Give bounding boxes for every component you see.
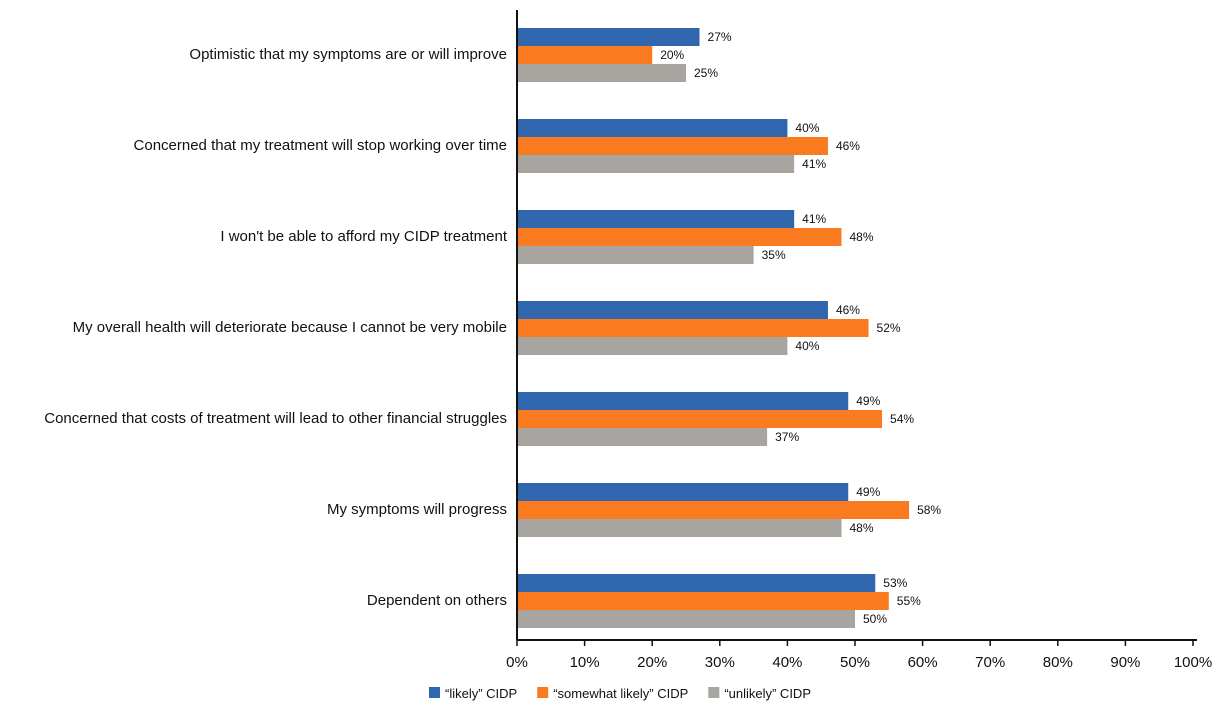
data-label: 35% — [762, 248, 786, 262]
legend-swatch — [428, 687, 440, 698]
bar — [517, 319, 869, 337]
bar — [517, 574, 876, 592]
category-labels: Optimistic that my symptoms are or will … — [44, 46, 508, 609]
x-tick-label: 90% — [1110, 654, 1140, 671]
data-label: 49% — [856, 394, 880, 408]
legend: “likely” CIDP “somewhat likely” CIDP “unli… — [428, 686, 811, 701]
bar — [517, 119, 788, 137]
category-label: Concerned that my treatment will stop wo… — [134, 137, 507, 154]
bar — [517, 392, 849, 410]
x-tick-label: 10% — [570, 654, 600, 671]
data-label: 25% — [694, 66, 718, 80]
legend-label: “unlikely” CIDP — [724, 686, 811, 701]
data-label: 20% — [660, 48, 684, 62]
legend-swatch — [708, 687, 720, 698]
x-tick-label: 100% — [1174, 654, 1212, 671]
data-label: 48% — [849, 521, 873, 535]
bar — [517, 64, 686, 82]
x-tick-label: 60% — [908, 654, 938, 671]
data-label: 40% — [795, 339, 819, 353]
x-tick-label: 70% — [975, 654, 1005, 671]
bars-group: 27% 20% 25% 40% 46% 41% 41% 48% 35% 46% 52% 40% 49% 5… — [517, 28, 941, 628]
data-label: 27% — [708, 30, 732, 44]
category-label: Concerned that costs of treatment will l… — [44, 410, 507, 427]
bar — [517, 301, 828, 319]
bar — [517, 228, 842, 246]
bar — [517, 428, 768, 446]
bar — [517, 610, 855, 628]
x-tick-label: 40% — [772, 654, 802, 671]
x-tick-label: 20% — [637, 654, 667, 671]
data-label: 40% — [795, 121, 819, 135]
x-tick-label: 50% — [840, 654, 870, 671]
category-label: My overall health will deteriorate becau… — [73, 319, 507, 336]
bar — [517, 483, 849, 501]
data-label: 55% — [897, 594, 921, 608]
bar — [517, 46, 653, 64]
category-label: Optimistic that my symptoms are or will … — [189, 46, 507, 63]
x-tick-label: 0% — [506, 654, 528, 671]
category-label: I won't be able to afford my CIDP treatm… — [220, 228, 507, 245]
bar — [517, 410, 883, 428]
bar — [517, 210, 795, 228]
bar — [517, 137, 828, 155]
bar — [517, 592, 889, 610]
data-label: 46% — [836, 303, 860, 317]
legend-item: “somewhat likely” CIDP — [537, 686, 688, 701]
data-label: 53% — [883, 576, 907, 590]
data-label: 49% — [856, 485, 880, 499]
data-label: 41% — [802, 212, 826, 226]
data-label: 46% — [836, 139, 860, 153]
bar — [517, 155, 795, 173]
legend-label: “likely” CIDP — [445, 686, 517, 701]
legend-swatch — [537, 687, 549, 698]
bar — [517, 337, 788, 355]
bar — [517, 519, 842, 537]
data-label: 58% — [917, 503, 941, 517]
bar — [517, 246, 754, 264]
data-label: 54% — [890, 412, 914, 426]
data-label: 37% — [775, 430, 799, 444]
data-label: 48% — [849, 230, 873, 244]
data-label: 50% — [863, 612, 887, 626]
bar — [517, 501, 910, 519]
x-axis-ticks: 0% 10% 20% 30% 40% 50% 60% 70% 80% 90% 100% — [506, 640, 1212, 671]
legend-item: “unlikely” CIDP — [708, 686, 811, 701]
category-label: Dependent on others — [367, 592, 507, 609]
data-label: 41% — [802, 157, 826, 171]
legend-item: “likely” CIDP — [428, 686, 517, 701]
category-label: My symptoms will progress — [327, 501, 507, 518]
axes — [516, 10, 1197, 641]
legend-label: “somewhat likely” CIDP — [553, 686, 688, 701]
x-tick-label: 30% — [705, 654, 735, 671]
data-label: 52% — [877, 321, 901, 335]
bar — [517, 28, 700, 46]
x-tick-label: 80% — [1043, 654, 1073, 671]
